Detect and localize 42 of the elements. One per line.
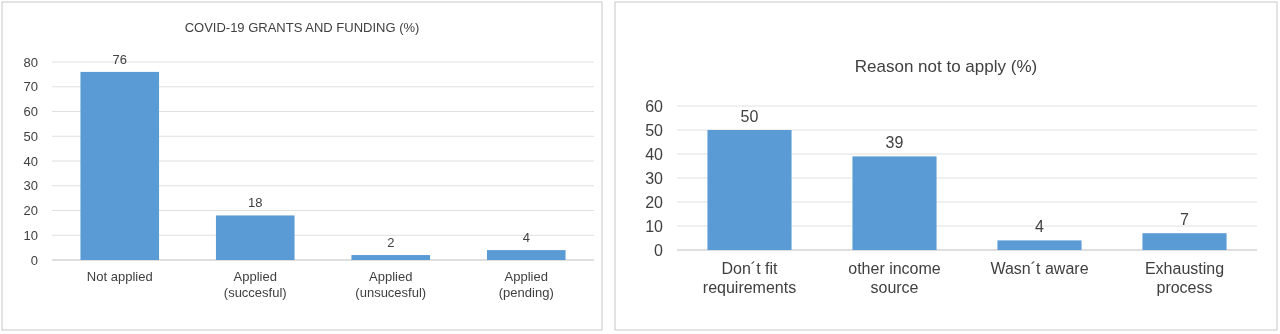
x-tick-label: Applied (succesful)	[223, 269, 287, 300]
y-tick-label: 30	[645, 169, 664, 187]
data-label: 50	[740, 108, 759, 125]
y-tick-label: 20	[23, 203, 38, 219]
y-tick-label: 30	[23, 178, 38, 194]
bar	[997, 240, 1082, 250]
y-tick-label: 60	[23, 104, 38, 120]
y-tick-label: 20	[645, 193, 664, 211]
bar	[707, 130, 792, 250]
x-tick-label: other income source	[848, 260, 941, 297]
bar	[1142, 233, 1227, 250]
bar	[351, 255, 431, 260]
data-label: 2	[387, 235, 395, 251]
bar	[486, 250, 566, 260]
x-tick-label: Not applied	[86, 269, 153, 284]
chart-title: Reason not to apply (%)	[854, 57, 1038, 76]
x-tick-label: Applied (pending)	[498, 269, 554, 300]
y-tick-label: 70	[23, 79, 38, 95]
x-tick-label: Applied (unsucesful)	[355, 269, 427, 300]
x-tick-label: Exhausting process	[1144, 260, 1225, 297]
data-label: 18	[248, 195, 263, 211]
x-tick-label: Wasn´t aware	[990, 260, 1089, 277]
y-tick-label: 0	[654, 241, 664, 259]
y-tick-label: 50	[23, 128, 38, 144]
y-tick-label: 50	[645, 121, 664, 139]
bar	[215, 215, 295, 260]
bar	[80, 71, 160, 260]
y-tick-label: 0	[30, 252, 38, 268]
y-tick-label: 60	[645, 97, 664, 115]
data-label: 4	[1035, 218, 1045, 236]
data-label: 76	[112, 51, 127, 67]
y-tick-label: 80	[23, 54, 38, 70]
chart-title: COVID-19 GRANTS AND FUNDING (%)	[184, 20, 420, 35]
data-label: 4	[522, 230, 530, 246]
y-tick-label: 40	[645, 145, 664, 163]
data-label: 7	[1180, 211, 1190, 229]
y-tick-label: 40	[23, 153, 38, 169]
y-tick-label: 10	[23, 227, 38, 243]
bar	[852, 156, 937, 250]
x-tick-label: Don´t fit requirements	[702, 260, 797, 297]
data-label: 39	[885, 134, 904, 152]
y-tick-label: 10	[645, 217, 664, 235]
